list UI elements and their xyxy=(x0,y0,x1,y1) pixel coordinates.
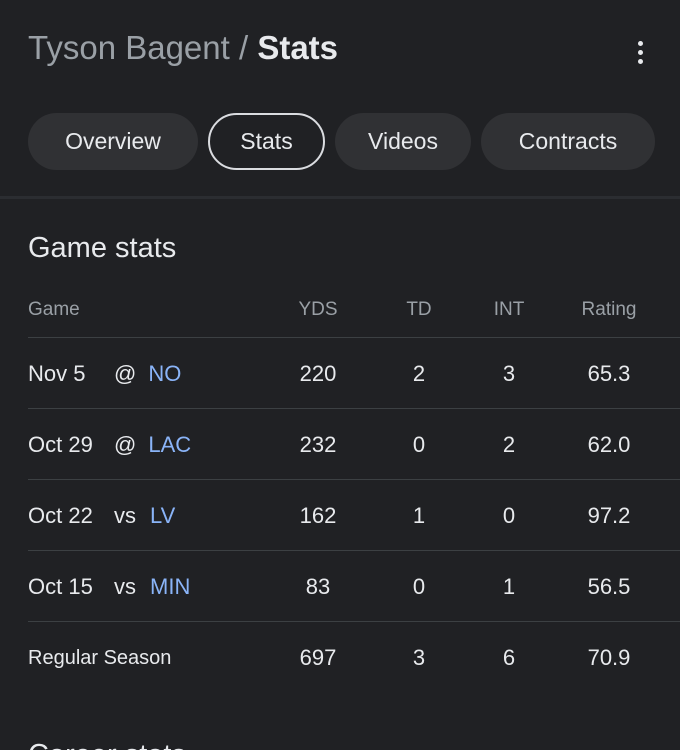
game-cell: Oct 15 vs MIN xyxy=(28,551,190,622)
table-row[interactable]: Nov 5 @ NO 220 2 3 65.3 xyxy=(0,338,680,409)
game-date: Oct 29 xyxy=(28,431,93,457)
yds-cell: 162 xyxy=(299,502,337,528)
tab-overview[interactable]: Overview xyxy=(28,113,198,170)
more-vert-icon xyxy=(637,39,643,66)
table-row[interactable]: Oct 15 vs MIN 83 0 1 56.5 xyxy=(0,551,680,622)
table-row[interactable]: Oct 29 @ LAC 232 0 2 62.0 xyxy=(0,409,680,480)
td-cell: 2 xyxy=(412,360,426,386)
game-cell: Oct 22 vs LV xyxy=(28,480,175,551)
td-cell: 0 xyxy=(412,573,426,599)
game-date: Oct 22 xyxy=(28,502,93,528)
more-options-button[interactable] xyxy=(622,34,658,70)
column-header-game: Game xyxy=(28,299,80,320)
rating-cell: 56.5 xyxy=(587,573,631,599)
yds-cell: 83 xyxy=(305,573,331,599)
row-divider xyxy=(28,479,680,480)
int-cell: 6 xyxy=(502,645,516,670)
row-divider xyxy=(28,550,680,551)
opponent-link[interactable]: LV xyxy=(150,502,176,528)
game-stats-title: Game stats xyxy=(28,232,177,264)
section-name: Stats xyxy=(257,29,339,66)
game-stats-table: Game YDS TD INT Rating Nov 5 @ NO 220 2 … xyxy=(0,290,680,694)
game-location: vs xyxy=(114,502,136,528)
game-location: @ xyxy=(114,360,137,386)
player-name[interactable]: Tyson Bagent xyxy=(28,29,230,66)
column-header-int: INT xyxy=(493,299,525,320)
rating-cell: 97.2 xyxy=(587,502,631,528)
page-title: Tyson Bagent / Stats xyxy=(28,26,338,70)
opponent-link[interactable]: NO xyxy=(148,360,182,386)
game-date: Nov 5 xyxy=(28,360,86,386)
td-cell: 0 xyxy=(412,431,426,457)
tab-stats[interactable]: Stats xyxy=(208,113,325,170)
column-header-rating: Rating xyxy=(581,299,637,320)
column-header-td: TD xyxy=(406,299,432,320)
int-cell: 1 xyxy=(502,573,516,599)
opponent-link[interactable]: MIN xyxy=(150,573,191,599)
section-divider xyxy=(0,196,680,199)
yds-cell: 697 xyxy=(299,645,337,670)
career-stats-title: Career stats xyxy=(28,736,186,750)
game-cell: Oct 29 @ LAC xyxy=(28,409,191,480)
tab-videos[interactable]: Videos xyxy=(335,113,471,170)
season-total-label: Regular Season xyxy=(28,646,172,669)
yds-cell: 232 xyxy=(299,431,337,457)
table-header-row: Game YDS TD INT Rating xyxy=(0,290,680,338)
yds-cell: 220 xyxy=(299,360,337,386)
td-cell: 3 xyxy=(412,645,426,670)
game-location: @ xyxy=(114,431,137,457)
column-header-yds: YDS xyxy=(298,299,338,320)
row-divider xyxy=(28,621,680,622)
rating-cell: 65.3 xyxy=(587,360,631,386)
rating-cell: 70.9 xyxy=(587,645,631,670)
table-row[interactable]: Oct 22 vs LV 162 1 0 97.2 xyxy=(0,480,680,551)
game-date: Oct 15 xyxy=(28,573,93,599)
rating-cell: 62.0 xyxy=(587,431,631,457)
tab-bar: Overview Stats Videos Contracts xyxy=(0,113,680,170)
opponent-link[interactable]: LAC xyxy=(148,431,192,457)
game-cell: Nov 5 @ NO xyxy=(28,338,181,409)
game-location: vs xyxy=(114,573,136,599)
row-divider xyxy=(28,337,680,338)
title-separator: / xyxy=(229,29,258,66)
int-cell: 3 xyxy=(502,360,516,386)
season-total-row: Regular Season 697 3 6 70.9 xyxy=(0,622,680,694)
tab-contracts[interactable]: Contracts xyxy=(481,113,655,170)
int-cell: 0 xyxy=(502,502,516,528)
int-cell: 2 xyxy=(502,431,516,457)
row-divider xyxy=(28,408,680,409)
td-cell: 1 xyxy=(412,502,426,528)
